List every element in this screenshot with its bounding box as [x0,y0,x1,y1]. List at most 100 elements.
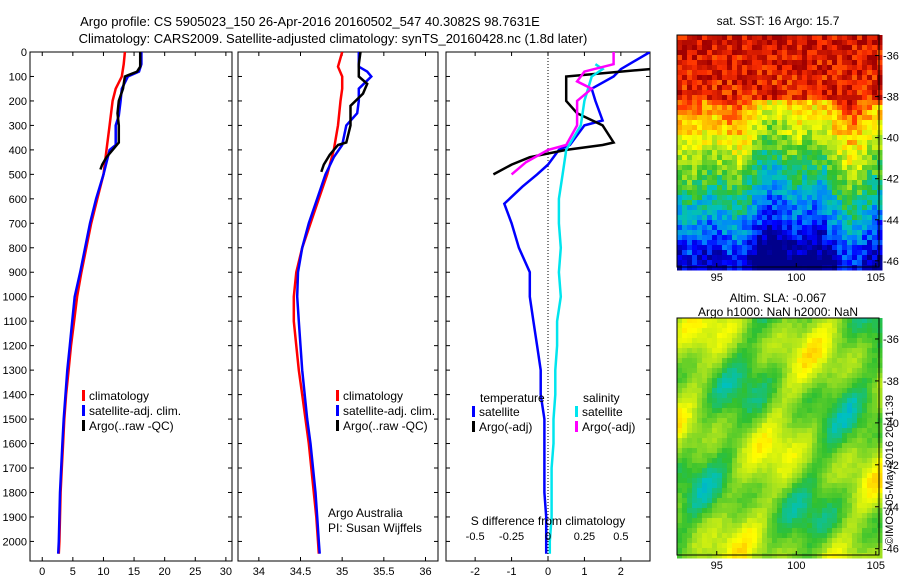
salinity-legend-swatch [336,390,339,401]
depth-tick-label: 900 [9,267,27,279]
differences-xtick-label: 1 [581,566,587,578]
timestamp: ©IMOS 05-May-2016 20:41:39 [884,395,896,545]
sst_map-lat-tick-label: -46 [883,256,899,268]
salinity-legend-label: climatology [343,389,403,403]
sst-map-title: sat. SST: 16 Argo: 15.7 [717,14,840,28]
depth-tick-label: 200 [9,96,27,108]
temperature-xtick-label: 15 [128,566,140,578]
diff-s-tick-label: -0.25 [499,531,524,543]
diff-legend-swatch [472,406,475,417]
temperature-legend-swatch [82,390,85,401]
depth-tick-label: 400 [9,145,27,157]
differences-xtick-label: -2 [470,566,480,578]
depth-tick-label: 1100 [3,316,27,328]
sla_map-lon-tick-label: 105 [867,560,885,572]
depth-tick-label: 1200 [3,341,27,353]
temperature-axes-box [29,51,233,562]
diff-legend-label: Argo(-adj) [582,420,635,434]
diff-legend-label: satellite [582,405,623,419]
temperature-legend-swatch [82,405,85,416]
sst_map-lon-tick-label: 105 [867,272,885,284]
temperature-legend-label: satellite-adj. clim. [89,404,181,418]
sst_map-lon-tick-label: 100 [787,272,805,284]
diff-legend-swatch [472,421,475,432]
salinity-xtick-label: 35.5 [373,566,394,578]
diff-legend-swatch [575,406,578,417]
sla_map-lat-tick-label: -42 [883,460,899,472]
sst_map-lat-tick-label: -36 [883,51,899,63]
sla-map-panel: -36 -38 -40 -42 -44 -46 95 100 105 Altim. SLA: -0… [676,291,899,572]
salinity-legend-swatch [336,405,339,416]
temperature-xtick-label: 20 [159,566,171,578]
sst_map-axes-box [676,34,880,268]
sst_map-lat-tick-label: -38 [883,92,899,104]
figure-title-line2: Climatology: CARS2009. Satellite-adjuste… [79,31,588,46]
depth-tick-label: 1900 [3,512,27,524]
depth-tick-label: 1400 [3,390,27,402]
temperature-xtick-label: 30 [220,566,232,578]
figure-title-line1: Argo profile: CS 5905023_150 26-Apr-2016… [80,14,540,29]
diff-legend-header-temperature: temperature [480,391,545,405]
differences-xtick-label: 2 [618,566,624,578]
temperature-legend-swatch [82,420,85,431]
diff-legend-swatch [575,421,578,432]
sla_map-lat-tick-label: -36 [883,334,899,346]
temperature-xtick-label: 5 [70,566,76,578]
depth-tick-label: 500 [9,169,27,181]
sst_map-lat-tick-label: -42 [883,174,899,186]
salinity-series-climatology [292,52,344,554]
sla_map-lat-tick-label: -38 [883,376,899,388]
salinity-xtick-label: 34.5 [290,566,311,578]
argo-credit-line1: Argo Australia [328,506,403,520]
differences-series-salinity-satellite [548,63,605,554]
sla_map-lat-tick-label: -44 [883,502,899,514]
salinity-xtick-label: 34 [253,566,265,578]
depth-tick-label: 0 [21,47,27,59]
differences-series-temperature-satellite [502,52,650,554]
diff-legend-label: satellite [479,405,520,419]
salinity-legend-swatch [336,420,339,431]
sst_map-heatmap-cells [677,35,883,271]
depth-tick-label: 1600 [3,439,27,451]
differences-series-temperature-argo-adj- [492,67,650,176]
sla_map-lon-tick-label: 100 [787,560,805,572]
sst_map-lat-tick-label: -40 [883,133,899,145]
temperature-xtick-label: 0 [39,566,45,578]
sla-map-subtitle: Argo h1000: NaN h2000: NaN [698,305,858,319]
diff-s-tick-label: -0.5 [466,531,485,543]
diff-s-tick-label: 0.25 [574,531,595,543]
depth-tick-label: 800 [9,243,27,255]
differences-series-salinity-argo-adj- [510,52,615,176]
sst_map-lon-tick-label: 95 [711,272,723,284]
salinity-series-satellite-adj-clim- [295,52,374,554]
salinity-xtick-label: 36 [419,566,431,578]
depth-tick-label: 1800 [3,487,27,499]
sla_map-lat-tick-label: -46 [883,544,899,556]
salinity-xtick-label: 35 [336,566,348,578]
salinity-legend-label: Argo(..raw -QC) [343,419,428,433]
differences-xtick-label: -1 [507,566,517,578]
sla_map-heatmap-cells [677,318,883,559]
sst_map-lat-tick-label: -44 [883,215,899,227]
depth-tick-label: 1500 [3,414,27,426]
temperature-series-satellite-adj-clim- [56,52,143,554]
salinity-axes-box [237,51,439,562]
sla_map-axes-box [676,317,880,556]
temperature-xtick-label: 10 [97,566,109,578]
argo-credit-line2: PI: Susan Wijffels [328,521,422,535]
temperature-legend-label: Argo(..raw -QC) [89,419,174,433]
salinity-panel: 3434.53535.536salinityclimatologysatelli… [237,51,439,580]
salinity-legend-label: satellite-adj. clim. [343,404,435,418]
temperature-series-argo-raw-qc- [99,52,142,170]
depth-tick-label: 2000 [3,536,27,548]
difference-panel: -2-1012T difference from climatologytemp… [445,51,651,580]
depth-tick-label: 600 [9,194,27,206]
diff-s-tick-label: 0 [545,531,551,543]
sst-map-panel: -36 -38 -40 -42 -44 -46 95 100 105 sat. SST: 16 A… [676,14,899,284]
diff-s-tick-label: 0.5 [613,531,628,543]
diff-xlabel-top: S difference from climatology [471,514,626,528]
depth-tick-label: 300 [9,120,27,132]
depth-tick-label: 700 [9,218,27,230]
differences-xtick-label: 0 [545,566,551,578]
